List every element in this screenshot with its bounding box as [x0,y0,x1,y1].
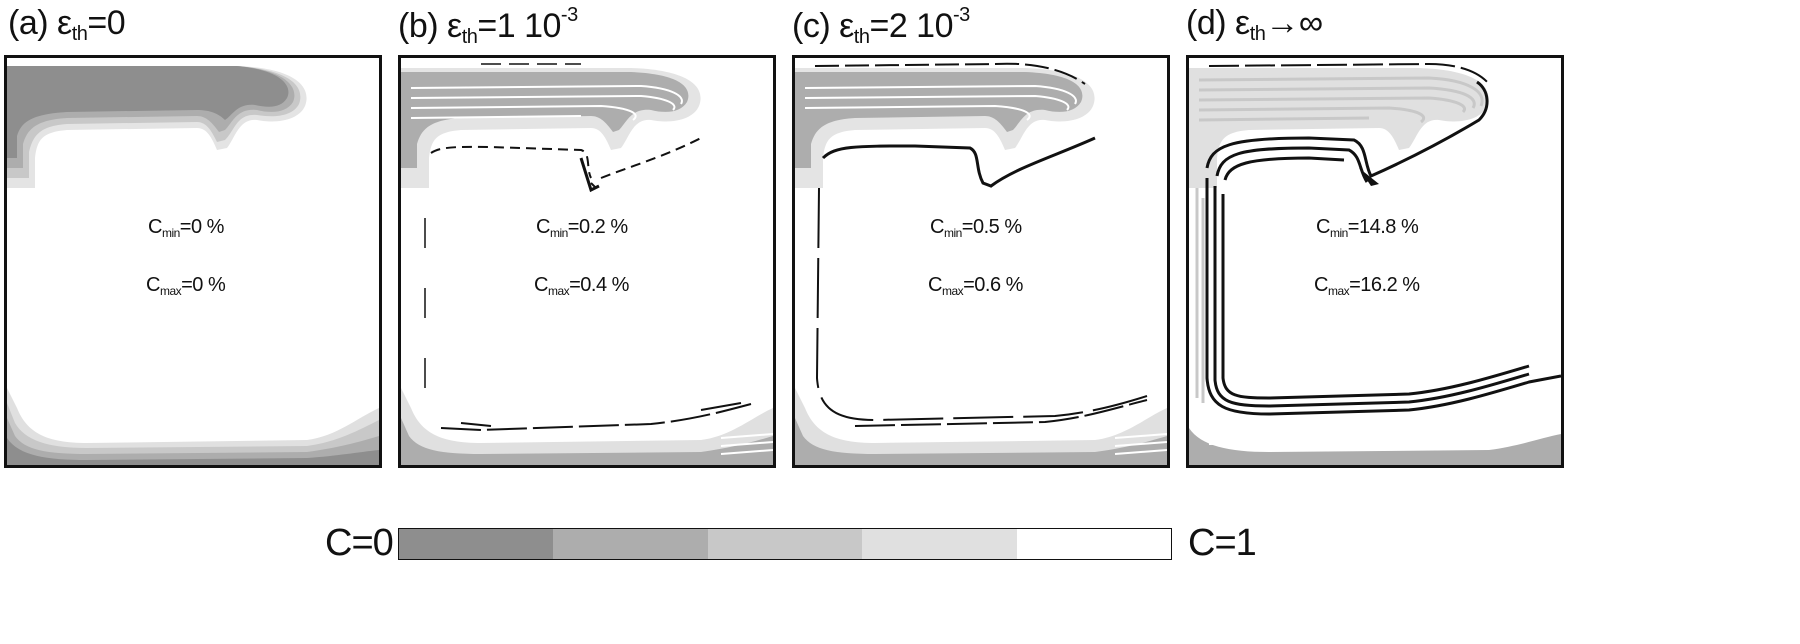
panel-b-cmin: Cmin=0.2 % [536,216,628,240]
colorbar [398,528,1172,560]
panel-c-title: (c) εth=2 10-3 [792,4,970,48]
panel-c-contours [795,62,1167,465]
colorbar-segment-1 [553,529,708,559]
panel-c-cmin: Cmin=0.5 % [930,216,1022,240]
panel-d-cmax: Cmax=16.2 % [1314,274,1420,298]
colorbar-segment-2 [707,529,863,559]
panel-d-title: (d) εth→∞ [1186,4,1323,45]
panel-a-cmax: Cmax=0 % [146,274,226,298]
panel-a-field: Cmin=0 % Cmax=0 % [4,55,382,468]
panel-b-title: (b) εth=1 10-3 [398,4,578,48]
panel-c-cmax: Cmax=0.6 % [928,274,1023,298]
panel-a-title: (a) εth=0 [8,4,126,45]
panel-d-cmin: Cmin=14.8 % [1316,216,1419,240]
panel-a-contours [7,66,379,465]
colorbar-left-label: C=0 [325,522,394,564]
panel-c-field: Cmin=0.5 % Cmax=0.6 % [792,55,1170,468]
colorbar-segment-0 [399,529,554,559]
colorbar-right-label: C=1 [1188,522,1257,564]
panel-b-field: Cmin=0.2 % Cmax=0.4 % [398,55,776,468]
panel-b-contours [401,63,773,465]
colorbar-segment-3 [862,529,1017,559]
panel-d-contours [1189,62,1561,465]
panel-b-cmax: Cmax=0.4 % [534,274,629,298]
colorbar-segment-4 [1016,529,1172,559]
panel-d-field: Cmin=14.8 % Cmax=16.2 % [1186,55,1564,468]
panel-a-cmin: Cmin=0 % [148,216,224,240]
